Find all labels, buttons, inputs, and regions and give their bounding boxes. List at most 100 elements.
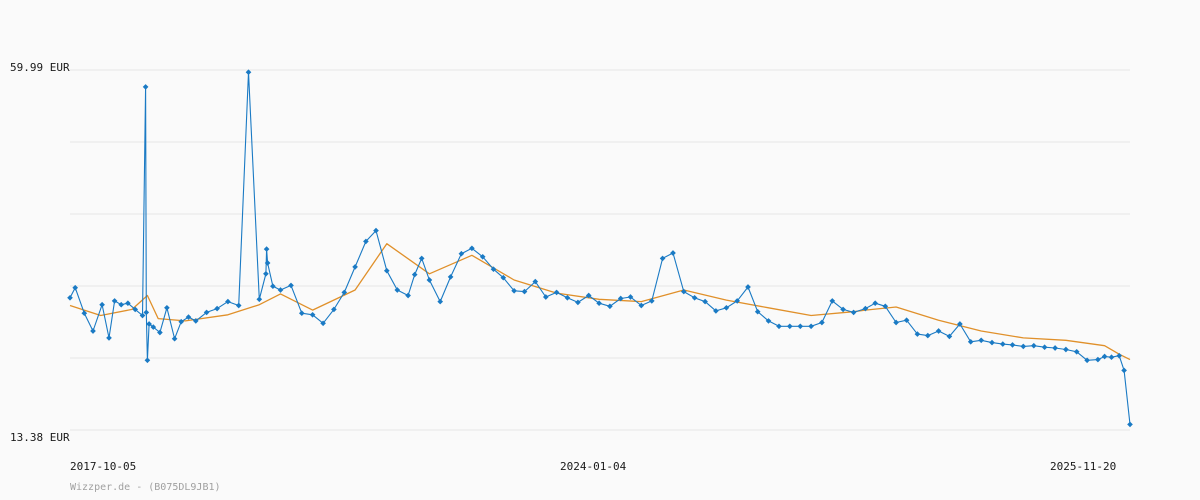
average-line xyxy=(69,243,1131,361)
price-point xyxy=(185,314,192,320)
price-point xyxy=(702,298,708,305)
price-point xyxy=(946,333,953,340)
price-point xyxy=(553,289,560,296)
price-point xyxy=(418,255,425,262)
price-line xyxy=(69,71,1131,425)
price-point xyxy=(90,328,96,334)
price-point xyxy=(754,308,761,315)
price-point xyxy=(203,309,210,316)
price-point xyxy=(575,299,581,306)
price-point xyxy=(256,296,263,303)
price-point xyxy=(500,274,507,281)
price-point xyxy=(670,250,676,256)
price-point xyxy=(437,298,444,305)
price-point xyxy=(713,308,719,314)
price-point xyxy=(638,302,645,309)
price-point xyxy=(458,250,465,257)
price-point xyxy=(1063,346,1069,353)
price-point xyxy=(277,287,284,293)
y-tick-label-min: 13.38 EUR xyxy=(10,431,70,444)
price-point xyxy=(1116,352,1123,359)
price-point xyxy=(596,300,602,307)
price-point xyxy=(447,274,454,280)
price-point xyxy=(263,246,270,252)
price-point xyxy=(914,331,921,337)
price-point xyxy=(745,284,751,290)
average-series xyxy=(69,243,1131,361)
price-point xyxy=(776,323,782,330)
price-point xyxy=(957,321,963,327)
price-point xyxy=(617,295,624,302)
price-point xyxy=(797,323,804,330)
price-markers xyxy=(67,69,1133,428)
price-point xyxy=(263,270,269,277)
x-tick-label-mid: 2024-01-04 xyxy=(560,460,627,473)
price-point xyxy=(143,309,150,316)
price-point xyxy=(150,324,157,330)
price-point xyxy=(1095,356,1101,363)
price-point xyxy=(903,317,910,324)
price-point xyxy=(106,335,112,341)
credit-text: Wizzper.de - (B075DL9JB1) xyxy=(70,482,221,493)
price-point xyxy=(192,318,199,324)
price-point xyxy=(648,298,655,304)
price-point xyxy=(935,328,942,334)
y-tick-label-max: 59.99 EUR xyxy=(10,61,70,74)
price-point xyxy=(691,294,698,301)
price-point xyxy=(532,278,539,285)
price-point xyxy=(1009,342,1016,348)
price-point xyxy=(511,287,517,294)
price-point xyxy=(872,300,879,307)
price-point xyxy=(383,267,390,274)
price-point xyxy=(341,289,348,296)
price-point xyxy=(680,288,687,295)
price-point xyxy=(118,301,125,308)
price-point xyxy=(808,323,814,330)
price-point xyxy=(288,282,294,289)
gridlines xyxy=(70,69,1130,431)
price-point xyxy=(164,304,170,311)
price-point xyxy=(659,255,666,262)
price-point xyxy=(405,292,411,299)
price-point xyxy=(521,288,528,295)
price-point xyxy=(1020,343,1027,350)
price-point xyxy=(1108,354,1115,361)
price-point xyxy=(144,357,151,364)
price-point xyxy=(225,298,231,305)
price-point xyxy=(72,284,79,291)
price-point xyxy=(139,312,146,319)
price-point xyxy=(1084,357,1090,364)
price-point xyxy=(67,294,73,301)
x-tick-label-start: 2017-10-05 xyxy=(70,460,136,473)
price-point xyxy=(411,271,418,278)
price-point xyxy=(1041,344,1048,351)
price-point xyxy=(1030,342,1037,349)
price-point xyxy=(1101,353,1108,360)
price-point xyxy=(469,245,475,252)
price-point xyxy=(81,310,88,317)
price-point xyxy=(146,321,152,327)
price-point xyxy=(564,294,571,301)
price-point xyxy=(426,277,433,283)
price-point xyxy=(893,319,899,326)
price-point xyxy=(882,303,889,310)
price-point xyxy=(1052,345,1058,351)
price-point xyxy=(125,300,131,307)
price-point xyxy=(850,309,857,316)
price-point xyxy=(363,238,369,245)
price-point xyxy=(840,306,846,313)
price-point xyxy=(723,304,730,311)
price-point xyxy=(585,292,592,299)
price-point xyxy=(734,298,741,304)
price-point xyxy=(309,311,316,318)
price-point xyxy=(978,337,985,344)
price-point xyxy=(1127,421,1133,428)
price-point xyxy=(999,341,1006,347)
price-point xyxy=(99,301,105,308)
price-point xyxy=(298,310,305,317)
price-point xyxy=(819,319,825,326)
price-point xyxy=(111,298,118,304)
price-series xyxy=(69,71,1131,425)
price-point xyxy=(320,320,326,327)
